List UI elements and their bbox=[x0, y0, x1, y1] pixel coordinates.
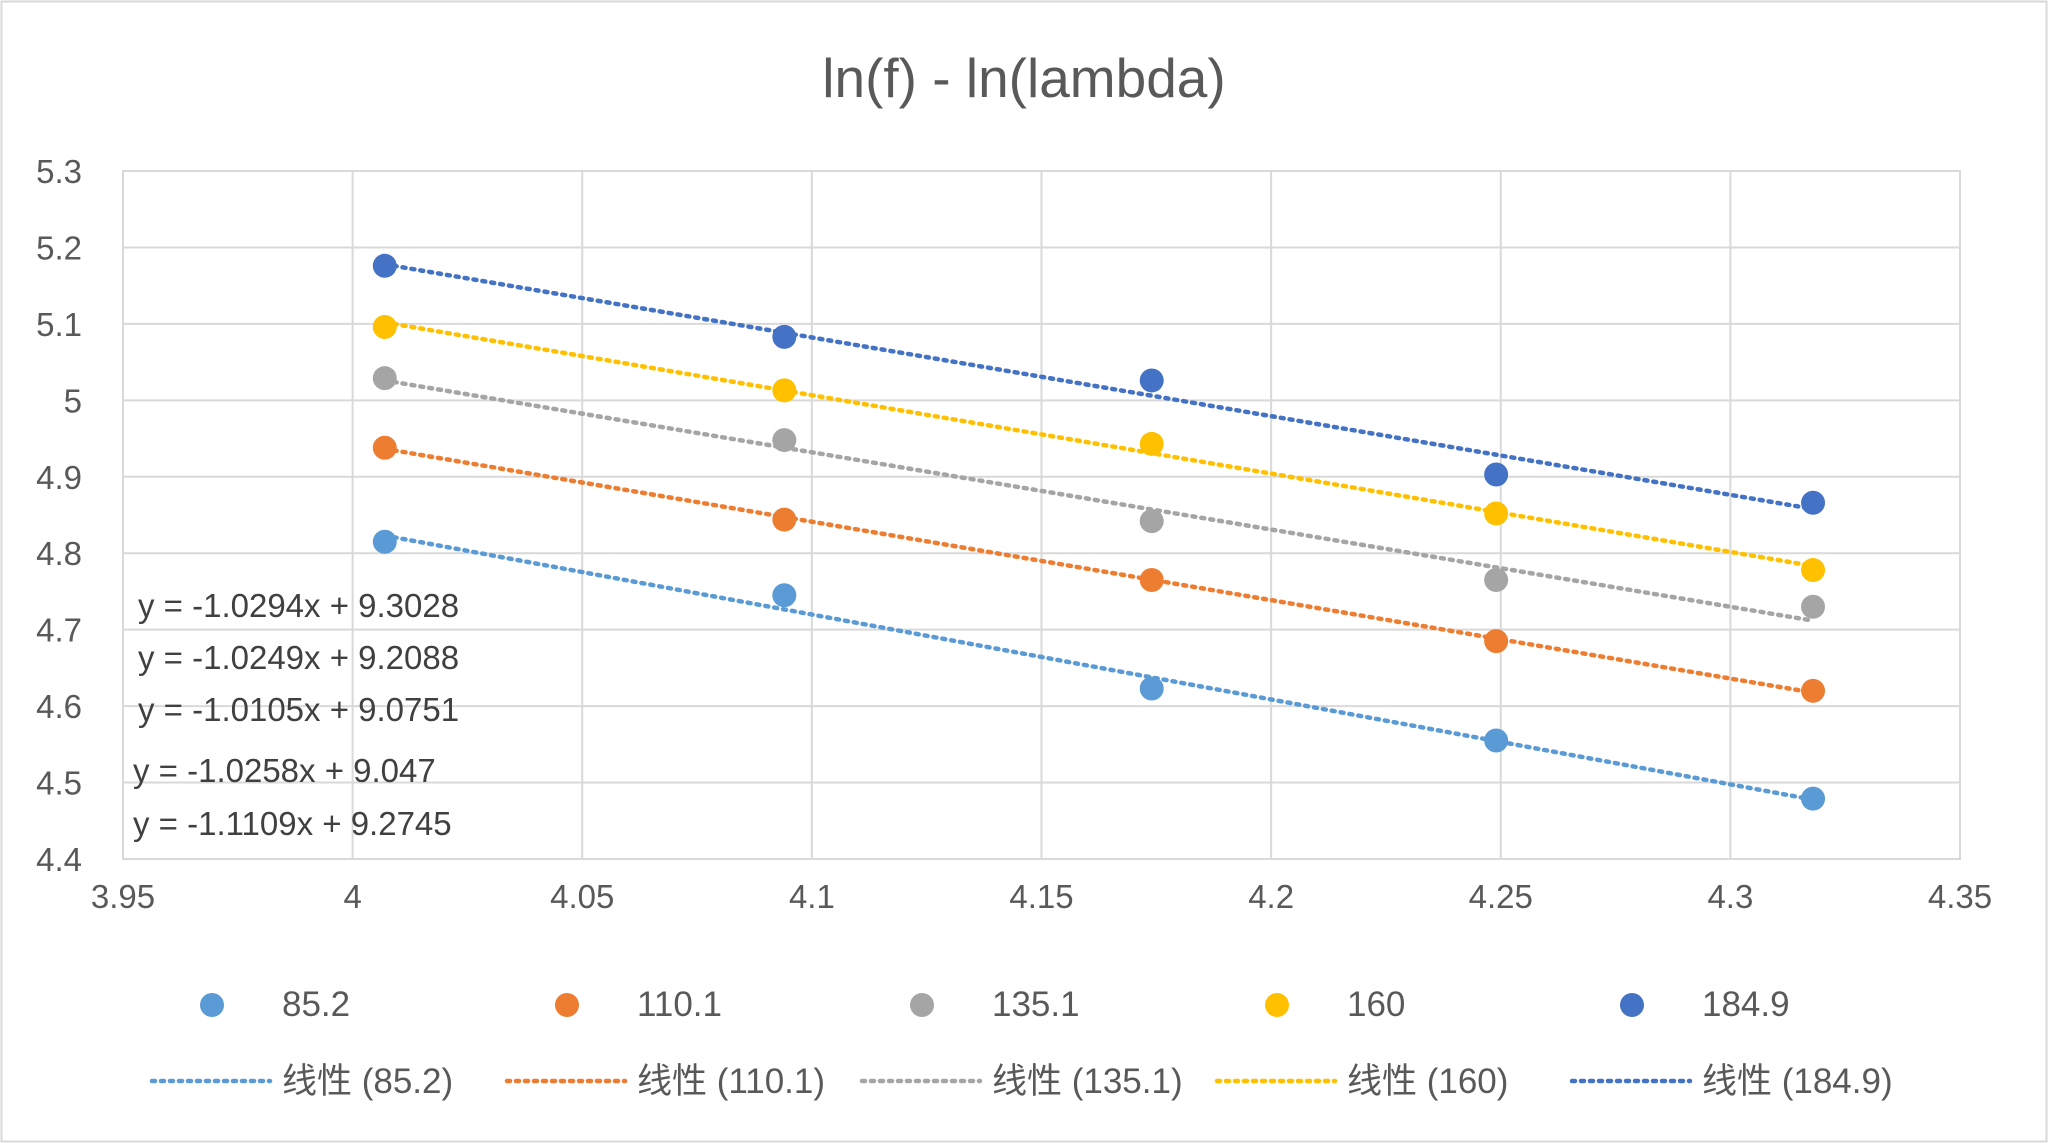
y-tick-label: 4.7 bbox=[36, 612, 82, 649]
trendline-equation: y = -1.0294x + 9.3028 bbox=[138, 587, 459, 624]
data-point bbox=[1801, 678, 1826, 703]
y-tick-label: 5.2 bbox=[36, 229, 82, 266]
y-tick-label: 5.1 bbox=[36, 306, 82, 343]
plot-area-border bbox=[122, 170, 1961, 860]
legend-marker bbox=[200, 993, 224, 1017]
data-point bbox=[1801, 490, 1826, 515]
y-tick-label: 4.8 bbox=[36, 535, 82, 572]
data-point bbox=[772, 583, 797, 608]
legend-marker bbox=[1620, 993, 1644, 1017]
y-tick-label: 4.5 bbox=[36, 765, 82, 802]
legend-label: 184.9 bbox=[1702, 985, 1790, 1024]
y-tick-label: 4.4 bbox=[36, 841, 82, 878]
legend-label: 160 bbox=[1347, 985, 1405, 1024]
data-point bbox=[1139, 567, 1164, 592]
y-tick-label: 5.3 bbox=[36, 153, 82, 190]
trendline bbox=[382, 320, 1816, 569]
data-point bbox=[372, 529, 397, 554]
trendline bbox=[382, 446, 1816, 695]
trendline-equation: y = -1.1109x + 9.2745 bbox=[133, 805, 452, 842]
data-point bbox=[1801, 558, 1826, 583]
y-tick-label: 4.9 bbox=[36, 459, 82, 496]
y-tick-label: 5 bbox=[64, 382, 82, 419]
legend-marker bbox=[910, 993, 934, 1017]
data-point bbox=[1484, 567, 1509, 592]
data-point bbox=[372, 366, 397, 391]
legend-label: 线性 (135.1) bbox=[992, 1062, 1183, 1101]
data-point bbox=[1139, 676, 1164, 701]
legend-label: 线性 (184.9) bbox=[1702, 1062, 1893, 1101]
legend-label: 线性 (85.2) bbox=[282, 1062, 453, 1101]
chart-title: ln(f) - ln(lambda) bbox=[822, 47, 1225, 109]
legend-label: 110.1 bbox=[637, 985, 722, 1024]
data-point bbox=[1484, 462, 1509, 487]
legend-label: 135.1 bbox=[992, 985, 1080, 1024]
trendline-equation: y = -1.0249x + 9.2088 bbox=[138, 639, 459, 676]
x-tick-label: 3.95 bbox=[91, 878, 155, 915]
data-point bbox=[1484, 728, 1509, 753]
legend-label: 线性 (110.1) bbox=[637, 1062, 825, 1101]
x-tick-label: 4.35 bbox=[1928, 878, 1992, 915]
trendline bbox=[382, 378, 1816, 623]
data-point bbox=[1484, 629, 1509, 654]
legend-marker bbox=[1265, 993, 1289, 1017]
grid-layer bbox=[122, 170, 1961, 860]
data-point bbox=[372, 314, 397, 339]
x-tick-label: 4.3 bbox=[1707, 878, 1753, 915]
x-tick-label: 4.25 bbox=[1469, 878, 1533, 915]
data-point bbox=[1801, 786, 1826, 811]
data-point bbox=[1139, 509, 1164, 534]
equation-layer: y = -1.0294x + 9.3028 y = -1.0249x + 9.20… bbox=[133, 587, 459, 842]
x-tick-label: 4.05 bbox=[550, 878, 614, 915]
trendline-equation: y = -1.0105x + 9.0751 bbox=[138, 691, 459, 728]
tick-label-layer: 3.95 4 4.05 4.1 4.15 4.2 4.25 4.3 4.35 4.4 4.5 4.6 4… bbox=[36, 153, 1992, 915]
data-point bbox=[772, 324, 797, 349]
x-tick-label: 4 bbox=[343, 878, 361, 915]
data-point bbox=[1139, 368, 1164, 393]
y-tick-label: 4.6 bbox=[36, 688, 82, 725]
legend-label: 线性 (160) bbox=[1347, 1062, 1508, 1101]
legend-label: 85.2 bbox=[282, 985, 350, 1024]
data-point bbox=[772, 378, 797, 403]
data-point bbox=[372, 253, 397, 278]
data-point bbox=[772, 428, 797, 453]
data-point bbox=[1801, 594, 1826, 619]
data-point bbox=[772, 507, 797, 532]
x-tick-label: 4.2 bbox=[1248, 878, 1294, 915]
data-point bbox=[1484, 501, 1509, 526]
x-tick-label: 4.1 bbox=[789, 878, 835, 915]
data-point bbox=[372, 435, 397, 460]
trendline-layer bbox=[382, 262, 1816, 802]
trendline bbox=[382, 533, 1816, 802]
trendline-equation: y = -1.0258x + 9.047 bbox=[133, 752, 436, 789]
data-point bbox=[1139, 431, 1164, 456]
legend-marker bbox=[555, 993, 579, 1017]
legend: 85.2 110.1 135.1 160 184.9 线性 (85.2) 线性 (110.1… bbox=[149, 985, 1893, 1101]
x-tick-label: 4.15 bbox=[1009, 878, 1073, 915]
point-layer bbox=[372, 253, 1826, 811]
trendline bbox=[382, 262, 1816, 512]
